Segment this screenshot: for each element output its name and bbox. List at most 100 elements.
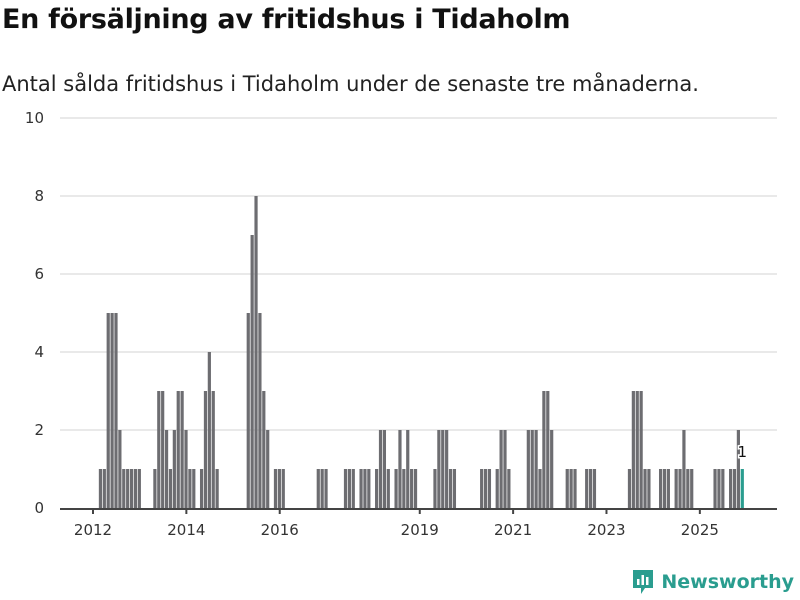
bar xyxy=(538,469,542,508)
bar xyxy=(503,430,507,508)
x-tick-label: 2012 xyxy=(74,521,112,539)
x-tick-label: 2016 xyxy=(261,521,299,539)
x-tick-label: 2023 xyxy=(587,521,625,539)
bar xyxy=(184,430,188,508)
bar xyxy=(406,430,410,508)
bar xyxy=(254,196,258,508)
x-tick-label: 2014 xyxy=(167,521,205,539)
bar xyxy=(266,430,270,508)
bar xyxy=(324,469,328,508)
bar xyxy=(378,430,383,508)
bar xyxy=(188,469,192,508)
chart-subtitle: Antal sålda fritidshus i Tidaholm under … xyxy=(2,72,699,96)
bar xyxy=(588,469,593,508)
y-tick-label: 4 xyxy=(34,343,44,361)
bar xyxy=(176,391,180,508)
bar xyxy=(631,391,635,508)
bar xyxy=(542,391,546,508)
bar xyxy=(394,469,398,508)
bar xyxy=(480,469,484,508)
bar xyxy=(627,469,632,508)
bar xyxy=(347,469,351,508)
bar xyxy=(316,469,320,508)
bar xyxy=(736,430,740,508)
bar xyxy=(686,469,690,508)
y-tick-label: 2 xyxy=(34,421,44,439)
y-tick-label: 8 xyxy=(34,187,44,205)
bar xyxy=(126,469,130,508)
newsworthy-logo: Newsworthy xyxy=(631,568,794,596)
bar xyxy=(713,469,717,508)
bar xyxy=(199,469,204,508)
bar xyxy=(118,430,122,508)
bar xyxy=(639,391,643,508)
bar xyxy=(192,469,196,508)
bar xyxy=(550,430,554,508)
bar xyxy=(250,235,254,508)
bar xyxy=(643,469,647,508)
bar xyxy=(258,313,262,508)
bar xyxy=(410,469,414,508)
highlight-bar xyxy=(740,469,744,508)
data-label: 1 xyxy=(738,443,748,461)
bar xyxy=(161,391,165,508)
bar xyxy=(721,469,725,508)
bar xyxy=(320,469,324,508)
bar xyxy=(433,469,437,508)
bar xyxy=(448,469,453,508)
bar xyxy=(717,469,721,508)
x-tick-label: 2021 xyxy=(494,521,532,539)
bar xyxy=(382,430,387,508)
bar xyxy=(487,469,492,508)
bar xyxy=(445,430,449,508)
bar xyxy=(499,430,503,508)
bar xyxy=(402,469,406,508)
bar xyxy=(211,391,215,508)
bar xyxy=(137,469,141,508)
bar xyxy=(153,469,157,508)
bar xyxy=(157,391,161,508)
bar xyxy=(592,469,597,508)
bar xyxy=(729,469,733,508)
bar xyxy=(273,469,278,508)
bar xyxy=(122,469,126,508)
bar xyxy=(133,469,138,508)
bar xyxy=(386,469,390,508)
bar xyxy=(569,469,573,508)
bar xyxy=(635,391,639,508)
bar xyxy=(507,469,511,508)
bar xyxy=(565,469,569,508)
bar xyxy=(203,391,208,508)
bar xyxy=(98,469,103,508)
y-tick-label: 6 xyxy=(34,265,44,283)
bar xyxy=(662,469,667,508)
bar xyxy=(114,313,118,508)
bar xyxy=(375,469,379,508)
bar xyxy=(647,469,651,508)
y-tick-label: 0 xyxy=(34,499,44,517)
bar xyxy=(682,430,686,508)
bar xyxy=(585,469,589,508)
bar xyxy=(452,469,457,508)
y-tick-label: 10 xyxy=(25,109,44,127)
bar xyxy=(262,391,266,508)
bar xyxy=(483,469,488,508)
logo-text: Newsworthy xyxy=(661,571,794,593)
chart-title: En försäljning av fritidshus i Tidaholm xyxy=(2,4,571,35)
bar xyxy=(351,469,355,508)
bar xyxy=(180,391,184,508)
bar xyxy=(102,469,106,508)
bar xyxy=(658,469,663,508)
bar xyxy=(359,469,363,508)
bar xyxy=(164,430,169,508)
bar xyxy=(666,469,670,508)
bar xyxy=(168,469,173,508)
bar xyxy=(367,469,371,508)
bar-chart-logo-icon xyxy=(633,570,654,594)
bar xyxy=(413,469,418,508)
bar-chart: 0 2 4 6 8 10 1 2012 2014 2016 2019 2021 2023 2025 xyxy=(25,109,777,539)
x-tick-label: 2019 xyxy=(401,521,439,539)
bar xyxy=(437,430,441,508)
x-tick-label: 2025 xyxy=(681,521,719,539)
bar xyxy=(215,469,219,508)
